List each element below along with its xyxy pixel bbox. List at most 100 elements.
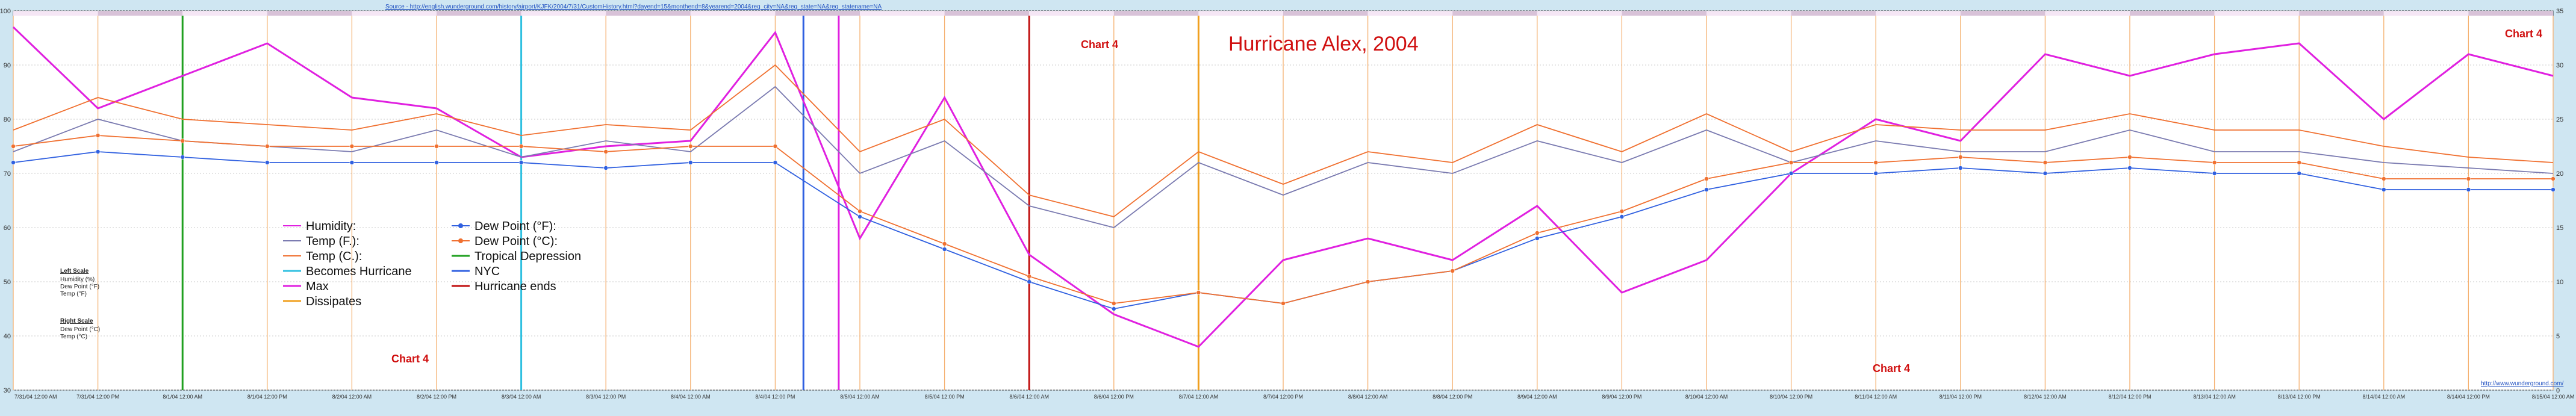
y-left-tick-label: 30 (4, 387, 11, 394)
x-tick-label: 8/4/04 12:00 AM (671, 394, 711, 400)
top-strip-segment (1960, 11, 2046, 16)
legend-label: NYC (474, 265, 500, 278)
y-left-tick-label: 90 (4, 62, 11, 69)
x-tick-label: 8/13/04 12:00 PM (2278, 394, 2321, 400)
data-point (773, 144, 778, 149)
legend-swatch-dot (458, 238, 463, 243)
data-point (857, 209, 862, 214)
data-point (1788, 171, 1794, 176)
data-point (2127, 155, 2132, 160)
data-point (518, 144, 524, 149)
data-point (603, 149, 609, 154)
data-point (2042, 160, 2048, 165)
legend-label: Becomes Hurricane (306, 265, 412, 278)
data-point (942, 241, 947, 246)
x-tick-label: 8/12/04 12:00 PM (2108, 394, 2151, 400)
data-point (1958, 155, 1963, 160)
data-point (11, 160, 16, 165)
series-4 (11, 133, 2556, 306)
y-left-tick-label: 60 (4, 225, 11, 232)
top-strip-segment (352, 11, 437, 16)
data-point (2551, 176, 2556, 181)
legend-label: Hurricane ends (474, 280, 556, 293)
x-tick-label: 8/14/04 12:00 AM (2363, 394, 2406, 400)
data-point (95, 133, 101, 138)
x-tick-label: 8/5/04 12:00 AM (840, 394, 880, 400)
y-right-tick-label: 20 (2556, 170, 2563, 178)
y-left-tick-label: 50 (4, 279, 11, 286)
series-line (13, 64, 2554, 217)
left-scale-item: Temp (°F) (60, 291, 87, 297)
chart-annotation: Chart 4 (1081, 39, 1118, 51)
legend-swatch-dot (458, 223, 463, 228)
x-tick-label: 8/7/04 12:00 AM (1179, 394, 1219, 400)
x-tick-label: 8/4/04 12:00 PM (755, 394, 795, 400)
chart-annotation: Chart 4 (391, 353, 429, 365)
chart-title: Hurricane Alex, 2004 (1228, 33, 1419, 55)
top-strip-segment (944, 11, 1030, 16)
y-left-tick-label: 40 (4, 333, 11, 340)
legend-label: Dew Point (°C): (474, 235, 558, 248)
source-link[interactable]: Source - http://english.wunderground.com… (385, 4, 882, 10)
top-strip-segment (690, 11, 776, 16)
data-point (2466, 176, 2471, 181)
legend-label: Tropical Depression (474, 250, 581, 263)
y-right-tick-label: 5 (2556, 333, 2560, 340)
x-tick-label: 8/7/04 12:00 PM (1263, 394, 1303, 400)
x-tick-label: 8/2/04 12:00 AM (332, 394, 372, 400)
data-point (518, 160, 524, 165)
top-strip-segment (775, 11, 860, 16)
top-strip-segment (521, 11, 606, 16)
x-tick-label: 8/9/04 12:00 AM (1517, 394, 1557, 400)
data-point (1873, 160, 1878, 165)
top-strip-segment (1876, 11, 1961, 16)
y-right-tick-label: 15 (2556, 225, 2563, 232)
data-point (2297, 160, 2301, 165)
chart-annotation: Chart 4 (1873, 362, 1910, 374)
data-point (349, 160, 355, 165)
data-point (688, 160, 693, 165)
x-tick-label: 8/9/04 12:00 PM (1602, 394, 1641, 400)
top-strip-segment (2045, 11, 2130, 16)
top-strip-segment (1706, 11, 1791, 16)
data-point (1535, 236, 1540, 241)
x-tick-label: 8/12/04 12:00 AM (2024, 394, 2067, 400)
top-strip-segment (1283, 11, 1368, 16)
top-strip-segment (13, 11, 98, 16)
data-point (1112, 301, 1116, 306)
legend-label: Temp (F.): (306, 235, 359, 248)
series-line (12, 26, 2554, 348)
top-strip-segment (2299, 11, 2384, 16)
top-strip-segment (606, 11, 691, 16)
data-point (1365, 279, 1370, 284)
data-point (434, 160, 439, 165)
data-point (1027, 279, 1031, 284)
data-point (2382, 187, 2386, 192)
credit-link[interactable]: http://www.wunderground.com/ (2481, 380, 2564, 387)
x-tick-label: 8/1/04 12:00 AM (163, 394, 202, 400)
top-strip-segment (860, 11, 945, 16)
x-tick-label: 8/15/04 12:00 AM (2532, 394, 2575, 400)
legend: Humidity: Temp (F.): Temp (C.): Becomes Hur… (283, 220, 581, 308)
series-0 (12, 26, 2554, 348)
data-point (2212, 160, 2217, 165)
right-scale-item: Temp (°C) (60, 334, 87, 340)
top-strip-segment (1198, 11, 1283, 16)
x-tick-label: 8/10/04 12:00 AM (1685, 394, 1728, 400)
x-tick-label: 8/3/04 12:00 AM (502, 394, 541, 400)
data-point (1112, 306, 1116, 311)
top-strip-segment (1537, 11, 1622, 16)
x-tick-label: 8/6/04 12:00 AM (1009, 394, 1049, 400)
top-strip-segment (182, 11, 267, 16)
y-right-tick-label: 35 (2556, 8, 2563, 15)
x-tick-label: 8/14/04 12:00 PM (2447, 394, 2490, 400)
data-point (603, 166, 609, 170)
data-point (1704, 176, 1709, 181)
y-right-tick-label: 0 (2556, 387, 2560, 394)
data-point (1619, 214, 1625, 219)
data-point (2466, 187, 2471, 192)
y-left-tick-label: 80 (4, 116, 11, 123)
legend-label: Humidity: (306, 220, 356, 233)
x-tick-label: 8/6/04 12:00 PM (1094, 394, 1134, 400)
